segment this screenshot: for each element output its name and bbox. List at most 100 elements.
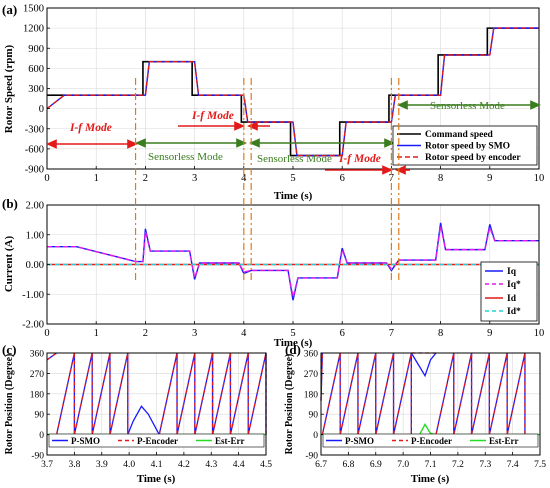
panel-c-label: (c)	[2, 342, 16, 357]
y-tick-label: 0.00	[26, 260, 44, 271]
panel-b: (b) 0 1 2 3 4 5 6 7 8 9 10 -2.00-1.000.001.002.00 …	[2, 196, 544, 349]
x-tick-label: 1	[94, 173, 99, 184]
x-tick-label: 3.8	[68, 460, 80, 470]
y-tick-label: 270	[30, 370, 45, 380]
x-tick-label: 10	[534, 328, 545, 339]
x-tick-label: 6.9	[370, 460, 382, 470]
legend-command-speed: Command speed	[425, 130, 494, 140]
if-mode-arrows	[46, 121, 410, 175]
x-tick-label: 6.7	[315, 460, 327, 470]
legend-id: Id	[507, 294, 517, 304]
y-tick-label: 360	[30, 350, 45, 360]
x-tick-label: 8	[438, 173, 443, 184]
x-tick-label: 7.1	[425, 460, 437, 470]
x-tick-label: 7	[389, 328, 394, 339]
y-tick-label: 2.00	[26, 201, 44, 212]
panel-d-label: (d)	[285, 342, 301, 357]
series-line-p-encoder	[320, 352, 526, 435]
y-tick-label: -90	[31, 452, 44, 462]
y-tick-label: 1.00	[26, 230, 44, 241]
x-tick-label: 4.5	[260, 460, 272, 470]
legend-p-encoder-d: P-Encoder	[411, 436, 452, 446]
y-tick-label: 360	[304, 350, 319, 360]
panel-c-ylabel: Rotor Position (Degree)	[4, 354, 15, 455]
y-tick-label: 1500	[23, 4, 44, 15]
panel-c-xticks: 3.7 3.8 3.9 4.0 4.1 4.2 4.3 4.4 4.5	[41, 452, 272, 470]
legend-est-err-d: Est-Err	[489, 436, 519, 446]
legend-p-smo-d: P-SMO	[345, 436, 374, 446]
panel-a-annotations: I-f Mode I-f Mode I-f Mode Sensorless Mo…	[46, 100, 541, 175]
legend-rotor-speed-encoder: Rotor speed by encoder	[425, 153, 521, 163]
x-tick-label: 8	[438, 328, 443, 339]
y-tick-label: 900	[28, 44, 44, 55]
panel-b-series	[47, 222, 539, 301]
y-tick-label: 180	[30, 390, 45, 400]
x-tick-label: 3	[192, 173, 197, 184]
x-tick-label: 4.4	[233, 460, 245, 470]
if-mode-label-3: I-f Mode	[338, 153, 381, 165]
y-tick-label: 0	[39, 431, 44, 441]
panel-d-xlabel: Time (s)	[411, 473, 450, 485]
y-tick-label: -600	[25, 144, 44, 155]
x-tick-label: 7.0	[397, 460, 409, 470]
sensorless-label-2: Sensorless Mode	[257, 153, 332, 165]
x-tick-label: 4	[241, 328, 247, 339]
panel-b-xlabel: Time (s)	[274, 337, 313, 349]
legend-id-ref: Id*	[507, 307, 521, 317]
x-tick-label: 6	[340, 173, 345, 184]
x-tick-label: 4.1	[151, 460, 163, 470]
x-tick-label: 10	[534, 173, 545, 184]
y-tick-label: -2.00	[22, 320, 44, 331]
sensorless-label-3: Sensorless Mode	[430, 100, 505, 112]
panel-d-legend: P-SMO P-Encoder Est-Err	[322, 433, 539, 448]
if-mode-label-1: I-f Mode	[69, 122, 112, 134]
panel-d: (d) 6.7 6.8 6.9 7.0 7.1 7.2 7.3 7.4 7.5 -90 0 90 18…	[284, 342, 546, 485]
y-tick-label: 300	[28, 84, 44, 95]
panel-b-yticks: -2.00 -1.00 0.00 1.00 2.00	[22, 201, 50, 331]
x-tick-label: 2	[143, 328, 148, 339]
x-tick-label: 6.8	[342, 460, 354, 470]
if-mode-label-2: I-f Mode	[191, 110, 234, 122]
panel-d-ylabel: Rotor Position (Degree)	[284, 354, 295, 455]
x-tick-label: 3	[192, 328, 197, 339]
panel-c: (c) 3.7 3.8 3.9 4.0 4.1 4.2 4.3 4.4 4.5 -90 0 90 18…	[2, 342, 272, 485]
panel-c-xlabel: Time (s)	[137, 473, 176, 485]
series-line-rotor-speed-by-encoder	[46, 27, 539, 157]
panel-a-legend: Command speed Rotor speed by SMO Rotor s…	[392, 125, 538, 166]
y-tick-label: -900	[25, 165, 44, 176]
y-tick-label: -1.00	[22, 290, 44, 301]
x-tick-label: 6	[340, 328, 345, 339]
x-tick-label: 5	[290, 173, 295, 184]
panel-b-label: (b)	[2, 196, 18, 211]
y-tick-label: 90	[309, 411, 319, 421]
x-tick-label: 0	[44, 173, 49, 184]
sensorless-label-1: Sensorless Mode	[148, 151, 223, 163]
panel-d-yticks: -90 0 90 180 270 360	[304, 350, 324, 462]
panel-d-legend-box	[322, 433, 539, 448]
legend-iq-ref: Iq*	[507, 280, 521, 290]
legend-est-err-c: Est-Err	[215, 436, 245, 446]
panel-a-ylabel: Rotor Speed (rpm)	[3, 44, 15, 133]
x-tick-label: 9	[487, 328, 492, 339]
x-tick-label: 7.2	[452, 460, 464, 470]
legend-p-smo-c: P-SMO	[71, 436, 100, 446]
y-tick-label: -90	[305, 452, 318, 462]
sensorless-arrows	[135, 100, 541, 148]
y-tick-label: 600	[28, 64, 44, 75]
y-tick-label: 0	[313, 431, 318, 441]
y-tick-label: 0	[39, 104, 44, 115]
panel-a-yticks: -900 -600 -300 0 300 600 900 1200 1500	[23, 4, 50, 176]
panel-b-legend: Iq Iq* Id Id*	[480, 261, 538, 322]
legend-p-encoder-c: P-Encoder	[137, 436, 178, 446]
x-tick-label: 3.9	[96, 460, 108, 470]
panel-c-legend: P-SMO P-Encoder Est-Err	[48, 433, 265, 448]
y-tick-label: 270	[304, 370, 319, 380]
panel-b-legend-box	[480, 261, 538, 322]
panel-d-xticks: 6.7 6.8 6.9 7.0 7.1 7.2 7.3 7.4 7.5	[315, 452, 546, 470]
x-tick-label: 2	[143, 173, 148, 184]
panel-a-series	[46, 27, 539, 157]
legend-iq: Iq	[507, 267, 517, 277]
panel-c-yticks: -90 0 90 180 270 360	[30, 350, 50, 462]
x-tick-label: 7.5	[534, 460, 546, 470]
